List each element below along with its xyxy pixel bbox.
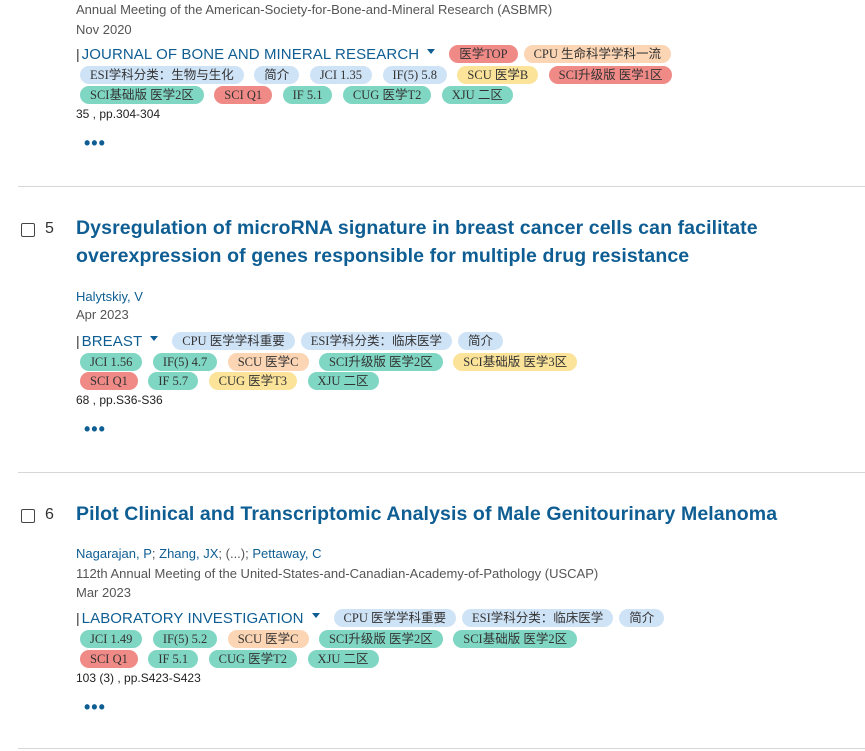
volume-pages: 35 , pp.304-304	[76, 107, 161, 121]
author-link[interactable]: Zhang, JX	[159, 546, 219, 561]
record-number: 5	[45, 220, 54, 237]
publication-date: Nov 2020	[76, 22, 132, 37]
authors: Halytskiy, V	[76, 289, 143, 304]
tag: IF 5.1	[282, 86, 333, 104]
tag: CUG 医学T3	[208, 372, 298, 390]
tag: SCI升级版 医学2区	[318, 630, 443, 648]
tag: SCI基础版 医学2区	[80, 86, 204, 104]
record-divider	[18, 748, 865, 749]
volume-pages: 103 (3) , pp.S423-S423	[76, 671, 201, 685]
more-options-icon[interactable]: •••	[84, 697, 106, 717]
tag: SCI升级版 医学1区	[548, 66, 673, 84]
tag: SCI升级版 医学2区	[318, 353, 443, 371]
tag-row: JCI 1.56 IF(5) 4.7 SCU 医学C SCI升级版 医学2区 S…	[80, 353, 583, 371]
tag: IF 5.7	[148, 372, 199, 390]
record-number: 6	[45, 506, 54, 523]
author-link[interactable]: Halytskiy, V	[76, 289, 143, 304]
journal-line: | LABORATORY INVESTIGATION CPU 医学学科重要 ES…	[76, 609, 670, 627]
tag: IF(5) 4.7	[152, 353, 218, 371]
record-title[interactable]: Dysregulation of microRNA signature in b…	[76, 217, 758, 267]
tag: JCI 1.49	[80, 630, 143, 648]
tag: IF(5) 5.2	[152, 630, 218, 648]
author-link[interactable]: Nagarajan, P	[76, 546, 152, 561]
summary-tag[interactable]: 简介	[619, 609, 665, 627]
tag-row: ESI学科分类：生物与生化 简介 JCI 1.35 IF(5) 5.8 SCU …	[80, 66, 678, 84]
tag: XJU 二区	[307, 650, 379, 668]
tag: CUG 医学T2	[342, 86, 432, 104]
tag: SCI基础版 医学2区	[453, 630, 578, 648]
publication-date: Apr 2023	[76, 307, 129, 322]
conference-name: Annual Meeting of the American-Society-f…	[76, 2, 553, 17]
tag: SCU 医学B	[457, 66, 539, 84]
journal-link[interactable]: BREAST	[81, 332, 143, 350]
select-checkbox[interactable]	[21, 223, 35, 237]
tag: XJU 二区	[307, 372, 379, 390]
conference-name: 112th Annual Meeting of the United-State…	[76, 566, 599, 581]
tag: SCI基础版 医学3区	[453, 353, 578, 371]
journal-link[interactable]: JOURNAL OF BONE AND MINERAL RESEARCH	[81, 45, 420, 63]
chevron-down-icon[interactable]	[311, 612, 320, 618]
record-title[interactable]: Pilot Clinical and Transcriptomic Analys…	[76, 503, 778, 525]
author-link[interactable]: Pettaway, C	[252, 546, 322, 561]
summary-tag[interactable]: 简介	[457, 332, 503, 350]
tag: JCI 1.35	[309, 66, 373, 84]
tag-row: JCI 1.49 IF(5) 5.2 SCU 医学C SCI升级版 医学2区 S…	[80, 630, 583, 648]
chevron-down-icon[interactable]	[150, 335, 159, 341]
tag: CPU 生命科学学科一流	[523, 45, 672, 63]
tag-row: SCI基础版 医学2区 SCI Q1 IF 5.1 CUG 医学T2 XJU 二…	[80, 86, 519, 104]
record-divider	[18, 472, 865, 473]
tag: SCI Q1	[214, 86, 273, 104]
more-options-icon[interactable]: •••	[84, 133, 106, 153]
tag: XJU 二区	[441, 86, 513, 104]
tag-row: SCI Q1 IF 5.7 CUG 医学T3 XJU 二区	[80, 372, 385, 390]
tag: CPU 医学学科重要	[172, 332, 295, 350]
tag: ESI学科分类：生物与生化	[80, 66, 244, 84]
tag: JCI 1.56	[80, 353, 143, 371]
tag: SCI Q1	[80, 372, 138, 390]
tag: SCI Q1	[80, 650, 138, 668]
tag: CPU 医学学科重要	[333, 609, 456, 627]
tag: SCU 医学C	[227, 630, 309, 648]
volume-pages: 68 , pp.S36-S36	[76, 393, 163, 407]
authors: Nagarajan, P; Zhang, JX; (...); Pettaway…	[76, 546, 322, 561]
tag: SCU 医学C	[227, 353, 309, 371]
summary-tag[interactable]: 简介	[254, 66, 300, 84]
chevron-down-icon[interactable]	[427, 48, 436, 54]
journal-line: | JOURNAL OF BONE AND MINERAL RESEARCH 医…	[76, 45, 677, 63]
publication-date: Mar 2023	[76, 585, 131, 600]
journal-line: | BREAST CPU 医学学科重要 ESI学科分类：临床医学 简介	[76, 332, 509, 350]
more-authors[interactable]: (...)	[225, 546, 246, 561]
select-checkbox[interactable]	[21, 509, 35, 523]
tag: ESI学科分类：临床医学	[300, 332, 452, 350]
tag: IF 5.1	[148, 650, 199, 668]
tag: 医学TOP	[449, 45, 518, 63]
journal-link[interactable]: LABORATORY INVESTIGATION	[81, 609, 304, 627]
tag: IF(5) 5.8	[382, 66, 447, 84]
more-options-icon[interactable]: •••	[84, 419, 106, 439]
tag-row: SCI Q1 IF 5.1 CUG 医学T2 XJU 二区	[80, 650, 385, 668]
record-divider	[18, 186, 865, 187]
tag: CUG 医学T2	[208, 650, 298, 668]
tag: ESI学科分类：临床医学	[462, 609, 614, 627]
